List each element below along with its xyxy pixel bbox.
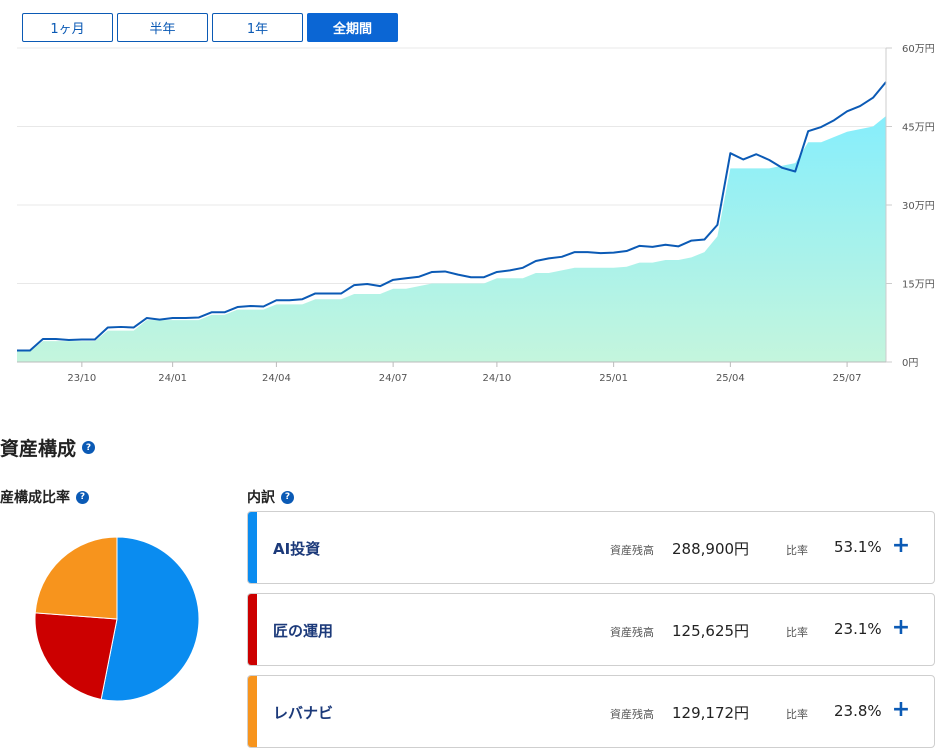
- ratio-title: 資産構成比率 ?: [0, 487, 89, 507]
- asset-name: レバナビ: [273, 704, 334, 722]
- balance-value: 288,900円: [672, 540, 750, 558]
- ratio-label: 比率: [786, 708, 808, 721]
- section-title-text: 資産構成: [0, 438, 77, 460]
- breakdown-title: 内訳 ?: [247, 487, 294, 507]
- pie-slice: [34, 612, 118, 701]
- help-icon[interactable]: ?: [82, 441, 96, 454]
- x-tick-label: 24/10: [482, 373, 511, 384]
- ratio-title-text: 資産構成比率: [0, 490, 70, 506]
- pie-slice: [34, 536, 118, 620]
- pie-slice: [100, 536, 200, 702]
- card-color-bar: [248, 512, 257, 583]
- help-icon[interactable]: ?: [281, 490, 294, 504]
- tab-half-year[interactable]: 半年: [117, 13, 208, 42]
- x-tick-label: 24/07: [379, 373, 408, 384]
- tab-all-period[interactable]: 全期間: [307, 13, 398, 42]
- expand-plus-icon[interactable]: +: [891, 697, 911, 722]
- x-tick-label: 23/10: [67, 373, 96, 384]
- y-tick-label: 30万円: [902, 201, 935, 212]
- asset-name: AI投資: [273, 540, 321, 558]
- breakdown-title-text: 内訳: [247, 490, 275, 506]
- x-tick-label: 25/07: [833, 373, 862, 384]
- ratio-label: 比率: [786, 544, 808, 557]
- asset-card-takumi[interactable]: 匠の運用 資産残高 125,625円 比率 23.1% +: [247, 593, 935, 666]
- section-title-asset-composition: 資産構成 ?: [0, 434, 96, 461]
- balance-label: 資産残高: [610, 544, 654, 557]
- composition-pie-chart: [34, 536, 200, 702]
- help-icon[interactable]: ?: [76, 490, 89, 504]
- ratio-label: 比率: [786, 626, 808, 639]
- x-tick-label: 25/04: [716, 373, 745, 384]
- card-color-bar: [248, 676, 257, 747]
- expand-plus-icon[interactable]: +: [891, 533, 911, 558]
- period-tabs: 1ヶ月 半年 1年 全期間: [22, 13, 398, 42]
- x-tick-label: 25/01: [599, 373, 628, 384]
- asset-name: 匠の運用: [273, 622, 334, 640]
- y-tick-label: 60万円: [902, 44, 935, 55]
- asset-history-chart: 60万円 45万円 30万円 15万円 0円 23/10 24/01 24/04 24/07 24…: [17, 44, 935, 384]
- balance-value: 129,172円: [672, 704, 750, 722]
- tab-1-year[interactable]: 1年: [212, 13, 303, 42]
- ratio-value: 23.1%: [834, 620, 882, 638]
- x-tick-label: 24/04: [262, 373, 291, 384]
- principal-area: [17, 116, 886, 363]
- tab-1-month[interactable]: 1ヶ月: [22, 13, 113, 42]
- y-tick-label: 45万円: [902, 123, 935, 134]
- ratio-value: 53.1%: [834, 538, 882, 556]
- valuation-line: [17, 81, 887, 352]
- asset-card-ai[interactable]: AI投資 資産残高 288,900円 比率 53.1% +: [247, 511, 935, 584]
- asset-card-levanavi[interactable]: レバナビ 資産残高 129,172円 比率 23.8% +: [247, 675, 935, 748]
- balance-label: 資産残高: [610, 626, 654, 639]
- card-color-bar: [248, 594, 257, 665]
- y-tick-label: 0円: [902, 358, 918, 369]
- x-tick-label: 24/01: [158, 373, 187, 384]
- expand-plus-icon[interactable]: +: [891, 615, 911, 640]
- balance-label: 資産残高: [610, 708, 654, 721]
- ratio-value: 23.8%: [834, 702, 882, 720]
- balance-value: 125,625円: [672, 622, 750, 640]
- y-tick-label: 15万円: [902, 280, 935, 291]
